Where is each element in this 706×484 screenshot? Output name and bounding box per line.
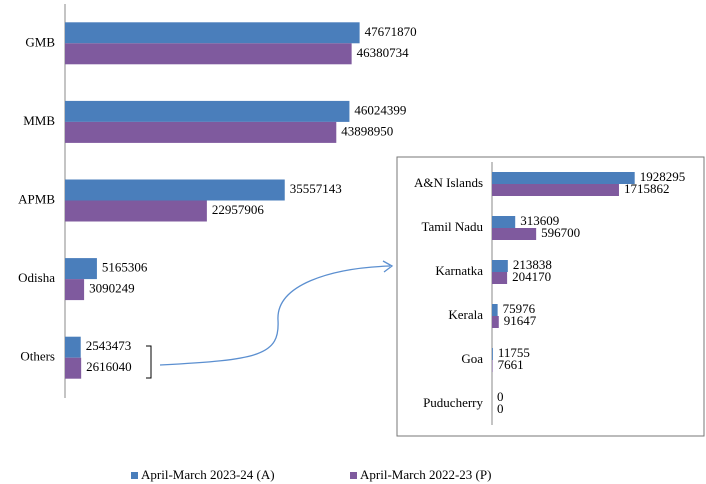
bar <box>492 316 499 328</box>
legend-swatch <box>131 472 138 479</box>
bar <box>65 43 352 65</box>
bar <box>492 304 498 316</box>
value-label: 91647 <box>504 313 537 328</box>
bar <box>65 179 285 201</box>
value-label: 313609 <box>520 213 559 228</box>
connector-arrow <box>159 265 391 366</box>
bar <box>492 228 537 240</box>
value-label: 11755 <box>498 345 530 360</box>
bar <box>65 22 360 44</box>
value-label: 22957906 <box>212 202 265 217</box>
bar <box>65 121 337 143</box>
value-label: 75976 <box>503 301 536 316</box>
category-label: Others <box>20 349 55 364</box>
bar <box>492 260 508 272</box>
category-label: Karnatka <box>435 263 483 278</box>
value-label: 46024399 <box>354 102 406 117</box>
bar <box>492 360 493 372</box>
value-label: 46380734 <box>357 45 410 60</box>
value-label: 213838 <box>513 257 552 272</box>
value-label: 204170 <box>512 269 551 284</box>
bar <box>65 258 97 280</box>
bracket <box>146 345 152 379</box>
arrow-head <box>382 260 394 273</box>
value-label: 2543473 <box>86 338 131 353</box>
value-label: 1928295 <box>640 169 686 184</box>
value-label: 0 <box>497 389 504 404</box>
value-label: 3090249 <box>89 281 135 296</box>
category-label: GMB <box>25 34 55 49</box>
value-label: 35557143 <box>290 181 342 196</box>
bar <box>492 184 619 196</box>
category-label: Goa <box>461 351 483 366</box>
bar <box>65 357 82 379</box>
inset-frame <box>396 156 705 437</box>
bar <box>65 200 207 222</box>
category-label: MMB <box>23 113 55 128</box>
category-label: A&N Islands <box>414 175 483 190</box>
bar <box>492 216 516 228</box>
legend-label: April-March 2023-24 (A) <box>141 467 275 482</box>
value-label: 596700 <box>541 225 580 240</box>
value-label: 2616040 <box>86 359 132 374</box>
bar <box>492 172 635 184</box>
category-label: Odisha <box>18 270 55 285</box>
bar <box>492 348 493 360</box>
bar <box>65 279 85 301</box>
value-label: 43898950 <box>341 123 393 138</box>
value-label: 7661 <box>498 357 524 372</box>
category-label: Tamil Nadu <box>421 219 483 234</box>
legend-label: April-March 2022-23 (P) <box>360 467 491 482</box>
bar <box>492 272 508 284</box>
category-label: APMB <box>18 191 55 206</box>
value-label: 1715862 <box>624 181 670 196</box>
legend-swatch <box>350 472 357 479</box>
category-label: Puducherry <box>423 395 483 410</box>
category-label: Kerala <box>448 307 483 322</box>
value-label: 0 <box>497 401 504 416</box>
value-label: 47671870 <box>365 24 417 39</box>
value-label: 5165306 <box>102 260 148 275</box>
bar <box>65 336 81 358</box>
bar <box>65 100 350 122</box>
